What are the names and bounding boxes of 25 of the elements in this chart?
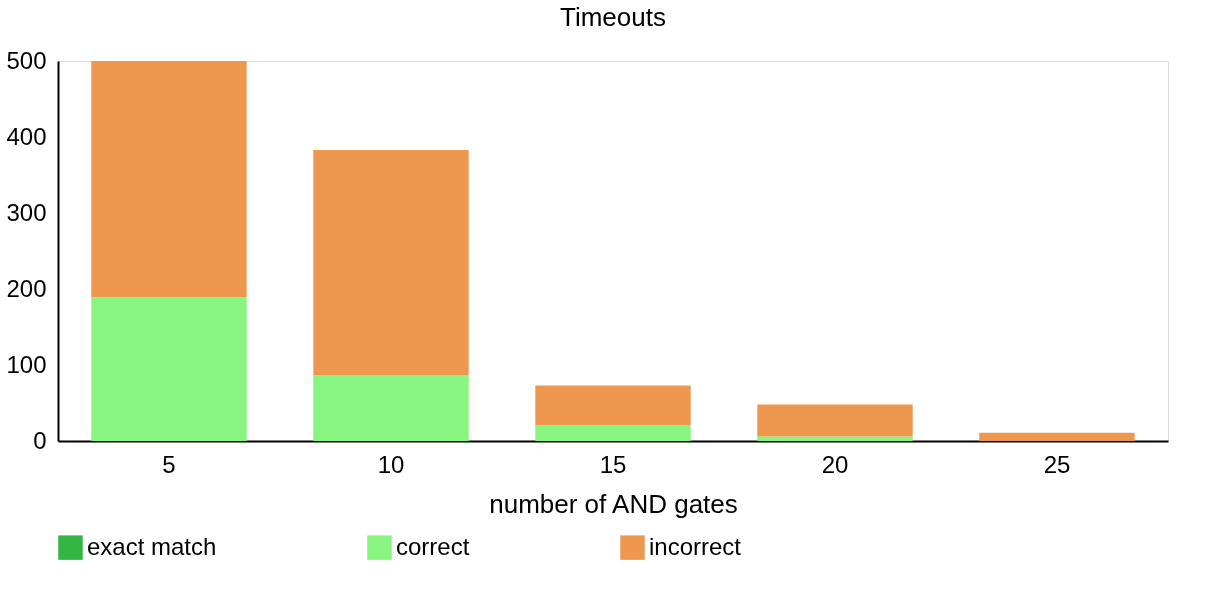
y-tick-label: 400 [6,122,47,150]
y-tick-label: 0 [33,426,47,454]
legend-label: incorrect [649,532,742,560]
y-tick-label: 500 [6,46,47,74]
x-tick-label: 5 [162,450,176,478]
bar [535,425,691,441]
chart-title: Timeouts [560,2,666,32]
x-axis-title: number of AND gates [489,488,738,519]
bar [91,61,247,298]
x-tick-label: 20 [821,450,849,478]
legend-label: exact match [87,532,217,560]
y-tick-label: 100 [6,350,47,378]
bar [313,374,469,441]
bar [979,432,1135,441]
bar [757,404,913,437]
bar [757,436,913,441]
bar [535,385,691,426]
x-tick-label: 15 [599,450,627,478]
bar [313,149,469,375]
y-tick-label: 200 [6,274,47,302]
x-tick-label: 25 [1043,450,1071,478]
legend-label: correct [396,532,470,560]
x-tick-label: 10 [377,450,405,478]
y-tick-label: 300 [6,198,47,226]
bar [91,297,247,441]
